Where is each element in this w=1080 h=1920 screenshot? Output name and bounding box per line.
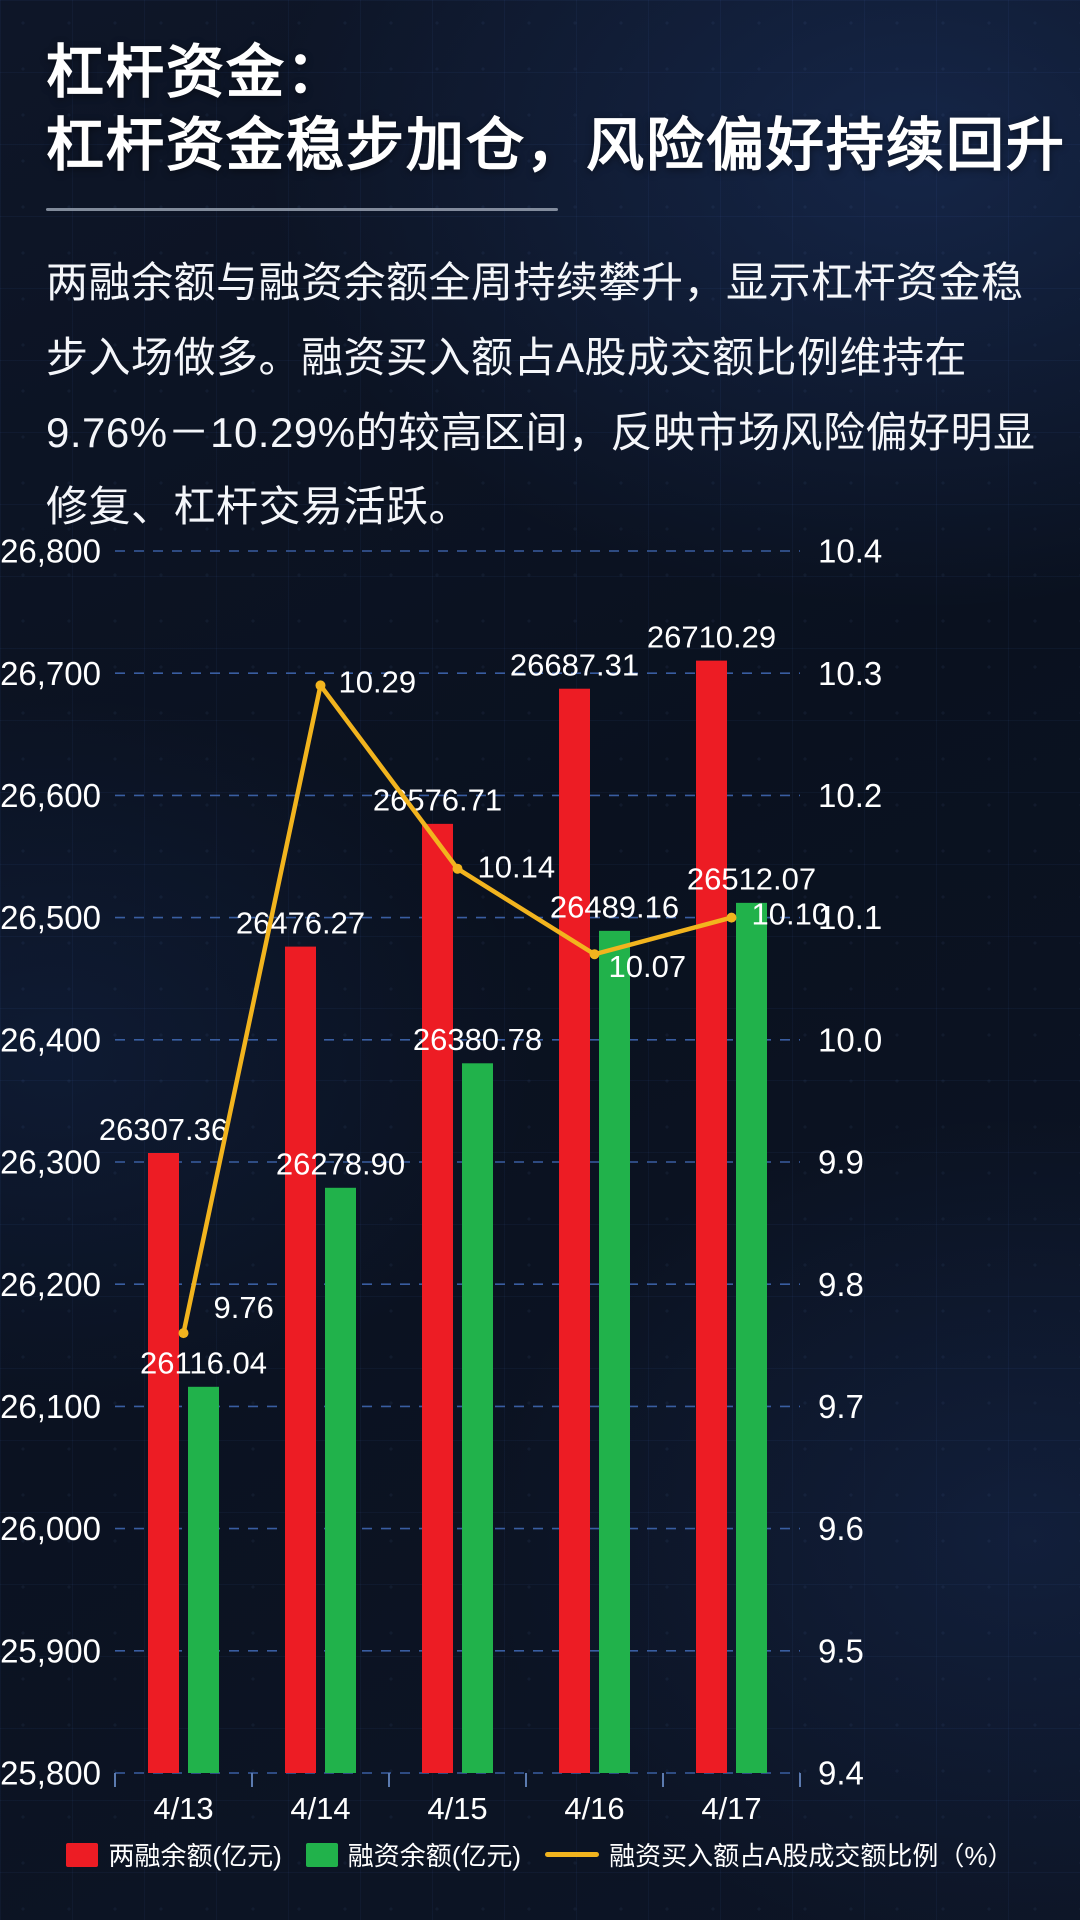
- legend-item-buy-ratio: 融资买入额占A股成交额比例（%）: [545, 1836, 1014, 1873]
- left-axis-tick-label: 26,000: [0, 1510, 101, 1547]
- left-axis-tick-label: 26,100: [0, 1388, 101, 1425]
- financing-balance-bar: [325, 1187, 356, 1773]
- intro-paragraph: 两融余额与融资余额全周持续攀升，显示杠杆资金稳步入场做多。融资买入额占A股成交额…: [46, 259, 1036, 531]
- right-axis-tick-label: 9.7: [818, 1388, 864, 1425]
- right-axis-tick-label: 9.4: [818, 1755, 864, 1792]
- left-axis-tick-label: 26,700: [0, 655, 101, 692]
- right-axis-tick-label: 10.2: [818, 777, 882, 814]
- left-axis-tick-label: 25,800: [0, 1755, 101, 1792]
- ratio-line-point: [589, 949, 600, 960]
- page-header: 杠杆资金： 杠杆资金稳步加仓，风险偏好持续回升: [46, 36, 1067, 212]
- left-axis-tick-label: 26,500: [0, 899, 101, 936]
- bar-value-label: 26116.04: [140, 1346, 267, 1381]
- ratio-line-value-label: 10.14: [478, 850, 556, 885]
- bar-value-label: 26476.27: [236, 905, 365, 940]
- bar-value-label: 26687.31: [510, 648, 639, 683]
- right-axis-tick-label: 9.5: [818, 1632, 864, 1669]
- bar-value-label: 26512.07: [687, 862, 816, 897]
- right-axis-tick-label: 9.6: [818, 1510, 864, 1547]
- legend-swatch-financing-balance: [305, 1842, 338, 1867]
- legend-item-financing-balance: 融资余额(亿元): [305, 1836, 522, 1873]
- ratio-line-value-label: 10.07: [609, 949, 687, 984]
- legend-item-margin-balance: 两融余额(亿元): [66, 1836, 282, 1873]
- bar-value-label: 26576.71: [373, 783, 502, 818]
- financing-balance-bar: [462, 1063, 493, 1773]
- page-title-line1: 杠杆资金：: [46, 40, 347, 105]
- right-axis-tick-label: 10.3: [818, 655, 882, 692]
- legend-label-margin-balance: 两融余额(亿元): [108, 1841, 282, 1871]
- title-divider: [46, 208, 558, 212]
- margin-balance-bar: [559, 688, 590, 1773]
- right-axis-tick-label: 10.0: [818, 1021, 882, 1058]
- ratio-line-value-label: 9.76: [214, 1290, 274, 1325]
- financing-balance-bar: [736, 902, 767, 1773]
- legend-label-buy-ratio: 融资买入额占A股成交额比例（%）: [609, 1841, 1014, 1871]
- legend-swatch-margin-balance: [66, 1842, 99, 1867]
- ratio-line-point: [452, 863, 463, 874]
- margin-balance-bar: [422, 823, 453, 1773]
- x-axis-tick-label: 4/16: [564, 1791, 624, 1826]
- x-axis-tick-label: 4/14: [290, 1791, 350, 1826]
- right-axis-tick-label: 9.9: [818, 1144, 864, 1181]
- margin-balance-bar: [148, 1153, 179, 1773]
- ratio-line-value-label: 10.29: [339, 664, 417, 699]
- financing-balance-bar: [599, 930, 630, 1773]
- ratio-line-value-label: 10.10: [752, 896, 830, 931]
- x-axis-tick-label: 4/13: [153, 1791, 213, 1826]
- x-axis-tick-label: 4/17: [701, 1791, 761, 1826]
- x-axis-tick-label: 4/15: [427, 1791, 487, 1826]
- left-axis-tick-label: 26,400: [0, 1021, 101, 1058]
- bar-value-label: 26489.16: [550, 890, 679, 925]
- left-axis-tick-label: 25,900: [0, 1632, 101, 1669]
- ratio-line-point: [315, 680, 326, 691]
- bar-value-label: 26380.78: [413, 1022, 542, 1057]
- bar-value-label: 26278.90: [276, 1147, 405, 1182]
- bar-value-label: 26307.36: [99, 1112, 228, 1147]
- ratio-line-point: [726, 912, 737, 923]
- margin-balance-bar: [696, 660, 727, 1773]
- bar-value-label: 26710.29: [647, 619, 776, 654]
- page-title-line2: 杠杆资金稳步加仓，风险偏好持续回升: [46, 113, 1067, 179]
- chart-legend: 两融余额(亿元) 融资余额(亿元) 融资买入额占A股成交额比例（%）: [0, 1836, 1080, 1873]
- legend-label-financing-balance: 融资余额(亿元): [347, 1841, 522, 1871]
- financing-balance-bar: [188, 1386, 219, 1773]
- right-axis-tick-label: 9.8: [818, 1266, 864, 1303]
- left-axis-tick-label: 26,200: [0, 1266, 101, 1303]
- ratio-line-point: [178, 1328, 189, 1339]
- left-axis-tick-label: 26,300: [0, 1144, 101, 1181]
- left-axis-tick-label: 26,600: [0, 777, 101, 814]
- legend-swatch-buy-ratio-line: [545, 1852, 600, 1857]
- margin-balance-bar: [285, 946, 316, 1773]
